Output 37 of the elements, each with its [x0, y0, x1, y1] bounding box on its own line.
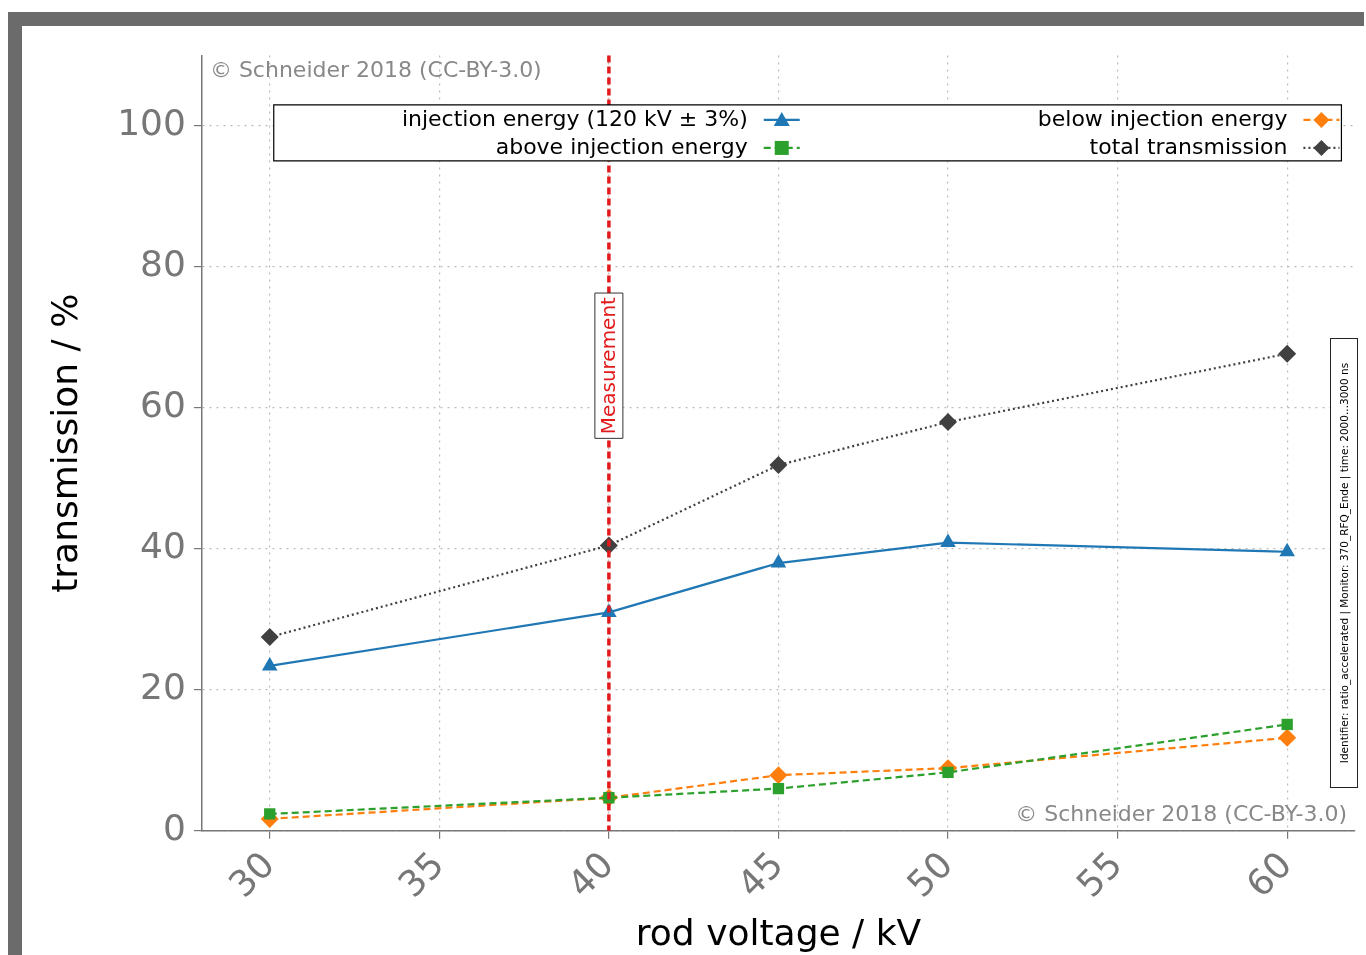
point — [942, 766, 954, 779]
point — [769, 456, 788, 475]
point — [260, 628, 279, 647]
x-tick-label: 40 — [559, 843, 622, 905]
point — [769, 766, 788, 785]
point — [940, 533, 956, 548]
y-tick-label: 0 — [163, 807, 186, 849]
legend-label: above injection energy — [495, 133, 748, 159]
x-tick-label: 60 — [1238, 843, 1300, 905]
x-tick-label: 45 — [729, 843, 791, 905]
legend-label: below injection energy — [1037, 105, 1288, 131]
y-tick-label: 60 — [140, 384, 186, 426]
x-tick-label: 30 — [220, 843, 283, 905]
point — [939, 413, 958, 432]
y-tick-label: 40 — [140, 525, 186, 567]
x-tick-label: 55 — [1068, 843, 1130, 905]
point — [770, 554, 787, 568]
point — [1279, 542, 1295, 557]
point — [1278, 728, 1297, 747]
annotation: © Schneider 2018 (CC-BY-3.0) — [1015, 800, 1347, 826]
x-tick-label: 35 — [390, 843, 452, 905]
y-tick-label: 80 — [140, 243, 186, 285]
legend-label: total transmission — [1089, 133, 1288, 159]
annotation: Identifier: ratio_accelerated | Monitor: 370_RFQ_Ende | time: 2000...3000 ns — [1338, 362, 1350, 764]
y-tick-label: 100 — [117, 102, 186, 144]
x-axis-title: rod voltage / kV — [635, 911, 922, 953]
point — [264, 808, 276, 820]
point — [772, 782, 785, 795]
point — [1278, 344, 1297, 363]
legend-label: injection energy (120 kV ± 3%) — [401, 105, 748, 131]
annotation: © Schneider 2018 (CC-BY-3.0) — [209, 57, 542, 83]
y-tick-label: 20 — [140, 666, 186, 708]
x-tick-label: 50 — [898, 843, 961, 905]
point — [1281, 718, 1293, 731]
ref-line-label: Measurement — [596, 296, 621, 435]
y-axis-title: transmission / % — [43, 293, 85, 593]
identifier-box: Identifier: ratio_accelerated | Monitor: 370_RFQ_Ende | time: 2000...3000 ns — [1330, 338, 1358, 788]
